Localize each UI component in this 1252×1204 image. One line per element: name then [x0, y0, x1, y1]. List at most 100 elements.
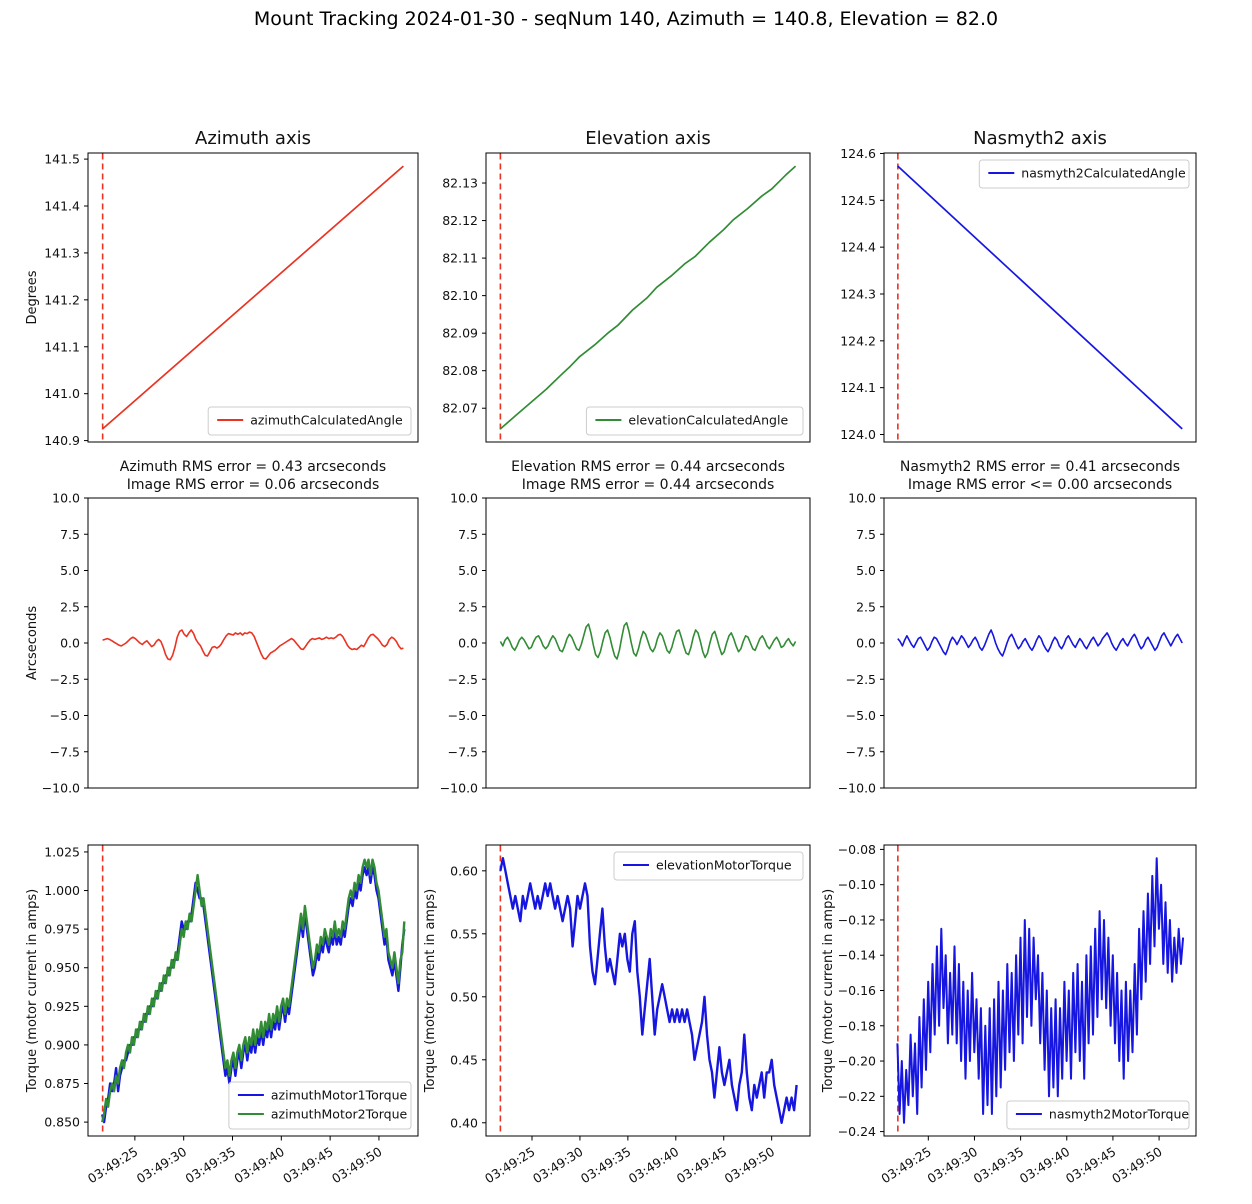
x-tick-label: 03:49:50	[329, 1144, 385, 1186]
y-tick-label: 82.07	[442, 401, 478, 416]
panel-title: Image RMS error = 0.06 arcseconds	[127, 477, 380, 493]
y-tick-label: −0.20	[838, 1054, 876, 1069]
panel-title: Image RMS error <= 0.00 arcseconds	[908, 477, 1172, 493]
y-tick-label: −5.0	[50, 708, 80, 723]
x-tick-label: 03:49:45	[280, 1144, 336, 1186]
legend-label: azimuthMotor1Torque	[271, 1088, 408, 1103]
panel-elevation-angle: Elevation axis 82.07 82.08 82.09 82.10 82.11 8…	[442, 128, 811, 443]
y-tick-label: 2.5	[458, 599, 478, 614]
legend-box	[585, 406, 804, 436]
y-tick-label: 124.4	[840, 240, 876, 255]
y-tick-label: −0.14	[838, 948, 876, 963]
x-tick-label: 03:49:50	[1109, 1144, 1165, 1186]
y-tick-label: 141.3	[44, 245, 80, 260]
legend-label: azimuthCalculatedAngle	[250, 413, 403, 428]
panel-azimuth-angle: Azimuth axis 140.9 141.0 141.1 141.2 141.3 141…	[25, 128, 419, 448]
y-tick-label: 0.925	[44, 999, 80, 1014]
series-elevationCalculatedAngle	[499, 165, 797, 430]
y-tick-label: −5.0	[448, 708, 478, 723]
y-tick-label: 82.10	[442, 288, 478, 303]
y-tick-label: 1.000	[44, 883, 80, 898]
x-tick-label: 03:49:40	[626, 1144, 682, 1186]
x-tick-label: 03:49:35	[578, 1144, 634, 1186]
axes-frame	[485, 844, 811, 1137]
panel-title: Elevation RMS error = 0.44 arcseconds	[511, 459, 785, 475]
axes-frame	[87, 152, 419, 443]
x-tick-label: 03:49:25	[482, 1144, 538, 1186]
legend-label: elevationCalculatedAngle	[628, 413, 788, 428]
panel-azimuth-error: Azimuth RMS error = 0.43 arcseconds Image…	[25, 459, 419, 796]
series-nasmyth2Error	[897, 629, 1183, 657]
x-tick-label: 03:49:40	[1017, 1144, 1073, 1186]
y-tick-label: −5.0	[846, 708, 876, 723]
y-tick-label: 0.0	[60, 636, 80, 651]
y-axis-label: Torque (motor current in amps)	[423, 889, 438, 1093]
panel-title: Elevation axis	[585, 128, 710, 149]
y-tick-label: 141.2	[44, 292, 80, 307]
y-tick-label: 141.5	[44, 152, 80, 167]
y-tick-label: 0.55	[450, 926, 478, 941]
y-tick-label: 82.08	[442, 363, 478, 378]
legend-box	[228, 1081, 412, 1130]
y-tick-label: 141.4	[44, 199, 80, 214]
y-tick-label: 124.3	[840, 286, 876, 301]
axes-frame	[87, 497, 419, 789]
y-tick-label: −2.5	[50, 672, 80, 687]
y-tick-label: 124.0	[840, 427, 876, 442]
y-tick-label: −0.12	[838, 912, 876, 927]
y-tick-label: 124.6	[840, 146, 876, 161]
y-tick-label: 82.12	[442, 213, 478, 228]
y-tick-label: 2.5	[856, 599, 876, 614]
y-tick-label: 141.1	[44, 339, 80, 354]
x-tick-label: 03:49:30	[530, 1144, 586, 1186]
legend-box	[1006, 1100, 1190, 1130]
y-tick-label: 0.900	[44, 1037, 80, 1052]
legend-label: nasmyth2MotorTorque	[1049, 1107, 1190, 1122]
y-tick-label: 10.0	[450, 491, 478, 506]
series-azimuthError	[102, 629, 404, 661]
y-tick-label: 5.0	[458, 563, 478, 578]
axes-frame	[883, 152, 1197, 443]
x-tick-label: 03:49:25	[85, 1144, 141, 1186]
x-tick-label: 03:49:45	[1063, 1144, 1119, 1186]
y-tick-label: 0.850	[44, 1115, 80, 1130]
panel-nasmyth2-error: Nasmyth2 RMS error = 0.41 arcseconds Imag…	[838, 459, 1197, 796]
panel-title: Azimuth axis	[195, 128, 311, 149]
x-tick-label: 03:49:45	[674, 1144, 730, 1186]
y-axis-label: Arcseconds	[25, 606, 40, 680]
panel-title: Image RMS error = 0.44 arcseconds	[522, 477, 775, 493]
y-tick-label: −0.18	[838, 1018, 876, 1033]
y-axis-label: Degrees	[25, 270, 40, 324]
y-tick-label: −0.16	[838, 983, 876, 998]
y-tick-label: 7.5	[458, 527, 478, 542]
y-tick-label: −10.0	[440, 781, 478, 796]
legend-box	[613, 851, 804, 881]
y-tick-label: 124.5	[840, 193, 876, 208]
series-azimuthMotor2Torque	[101, 858, 406, 1123]
series-nasmyth2MotorTorque	[896, 857, 1185, 1124]
x-tick-label: 03:49:35	[971, 1144, 1027, 1186]
y-tick-label: 0.0	[458, 636, 478, 651]
x-tick-label: 03:49:25	[878, 1144, 934, 1186]
legend-box	[207, 406, 412, 436]
axes-frame	[883, 844, 1197, 1137]
y-tick-label: −0.22	[838, 1089, 876, 1104]
panel-title: Nasmyth2 RMS error = 0.41 arcseconds	[900, 459, 1180, 475]
y-tick-label: 124.1	[840, 380, 876, 395]
panel-title: Azimuth RMS error = 0.43 arcseconds	[120, 459, 386, 475]
y-tick-label: −0.10	[838, 877, 876, 892]
x-tick-label: 03:49:50	[722, 1144, 778, 1186]
y-tick-label: 0.875	[44, 1076, 80, 1091]
legend-box	[978, 159, 1190, 189]
y-tick-label: 0.950	[44, 960, 80, 975]
x-tick-label: 03:49:30	[924, 1144, 980, 1186]
x-tick-label: 03:49:35	[183, 1144, 239, 1186]
y-tick-label: 82.11	[442, 251, 478, 266]
y-tick-label: 124.2	[840, 333, 876, 348]
y-tick-label: 0.45	[450, 1052, 478, 1067]
y-tick-label: 10.0	[52, 491, 80, 506]
axes-frame	[87, 844, 419, 1137]
y-tick-label: 5.0	[60, 563, 80, 578]
